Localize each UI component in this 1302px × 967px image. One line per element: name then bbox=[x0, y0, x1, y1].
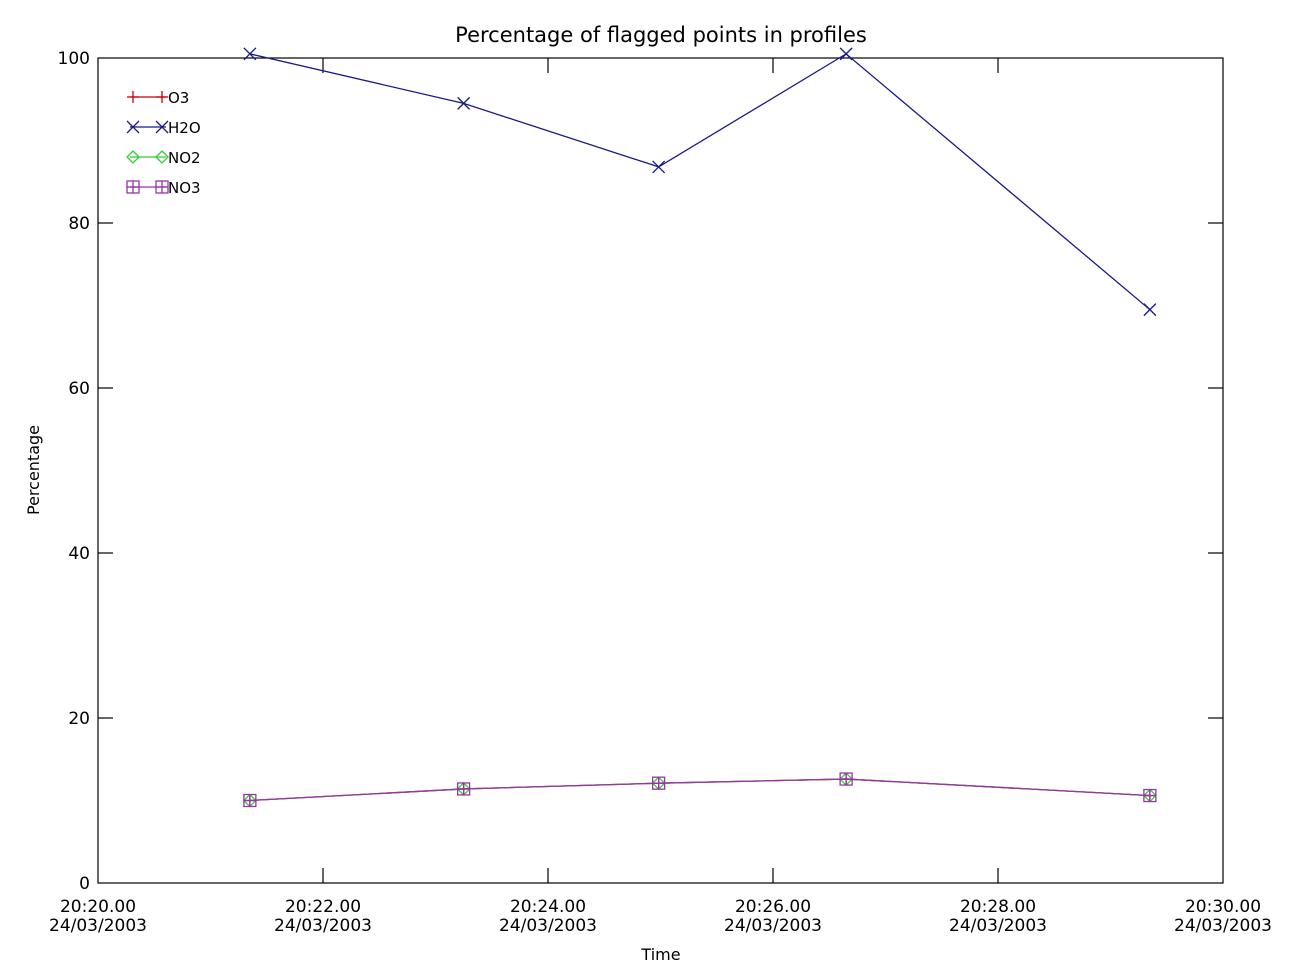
legend-label-no3: NO3 bbox=[168, 179, 201, 197]
chart-title: Percentage of flagged points in profiles bbox=[455, 23, 867, 47]
legend-marker-no3 bbox=[155, 180, 169, 194]
y-tick-label: 20 bbox=[68, 709, 90, 729]
legend-marker-h2o bbox=[126, 120, 140, 134]
data-point-no3 bbox=[839, 772, 853, 786]
legend-marker-no3 bbox=[126, 180, 140, 194]
data-point-no3 bbox=[651, 776, 666, 790]
x-tick-label-date: 24/03/2003 bbox=[949, 916, 1047, 936]
y-tick-label: 0 bbox=[79, 874, 90, 894]
legend-marker-no2 bbox=[155, 150, 169, 164]
x-tick-label-date: 24/03/2003 bbox=[49, 916, 147, 936]
x-tick-label-date: 24/03/2003 bbox=[724, 916, 822, 936]
legend-marker-no2 bbox=[126, 150, 140, 164]
data-point-h2o bbox=[1143, 303, 1157, 317]
series-line-no3 bbox=[249, 778, 1150, 802]
x-tick-label-time: 20:24.00 bbox=[510, 897, 586, 917]
y-tick-label: 80 bbox=[68, 214, 90, 234]
legend-marker-h2o bbox=[155, 120, 169, 134]
axis-ticks: 20:20.0024/03/200320:22.0024/03/200320:2… bbox=[49, 49, 1272, 936]
plot-frame bbox=[97, 57, 1224, 884]
legend-marker-o3 bbox=[127, 91, 139, 103]
data-point-h2o bbox=[243, 47, 257, 61]
legend-marker-o3 bbox=[156, 91, 168, 103]
data-point-no3 bbox=[456, 782, 471, 796]
x-tick-label-time: 20:22.00 bbox=[285, 897, 361, 917]
y-tick-label: 100 bbox=[58, 49, 90, 69]
legend-label-no2: NO2 bbox=[168, 149, 201, 167]
x-axis-label: Time bbox=[640, 945, 680, 964]
legend-label-o3: O3 bbox=[168, 89, 189, 107]
series-layer bbox=[242, 47, 1157, 808]
legend-label-h2o: H2O bbox=[168, 119, 201, 137]
y-tick-label: 40 bbox=[68, 544, 90, 564]
x-tick-label-time: 20:20.00 bbox=[60, 897, 136, 917]
data-point-h2o bbox=[839, 47, 853, 61]
x-tick-label-date: 24/03/2003 bbox=[499, 916, 597, 936]
data-point-no3 bbox=[1143, 788, 1157, 803]
series-line-h2o bbox=[249, 53, 1151, 311]
legend: O3 H2O NO2 NO3 bbox=[126, 89, 201, 197]
x-tick-label-time: 20:30.00 bbox=[1185, 897, 1261, 917]
data-point-no3 bbox=[243, 793, 257, 808]
data-point-h2o bbox=[457, 96, 471, 110]
x-tick-label-date: 24/03/2003 bbox=[274, 916, 372, 936]
data-point-h2o bbox=[652, 160, 666, 174]
y-tick-label: 60 bbox=[68, 379, 90, 399]
y-axis-label: Percentage bbox=[24, 425, 43, 515]
x-tick-label-time: 20:28.00 bbox=[960, 897, 1036, 917]
x-tick-label-date: 24/03/2003 bbox=[1174, 916, 1272, 936]
x-tick-label-time: 20:26.00 bbox=[735, 897, 811, 917]
